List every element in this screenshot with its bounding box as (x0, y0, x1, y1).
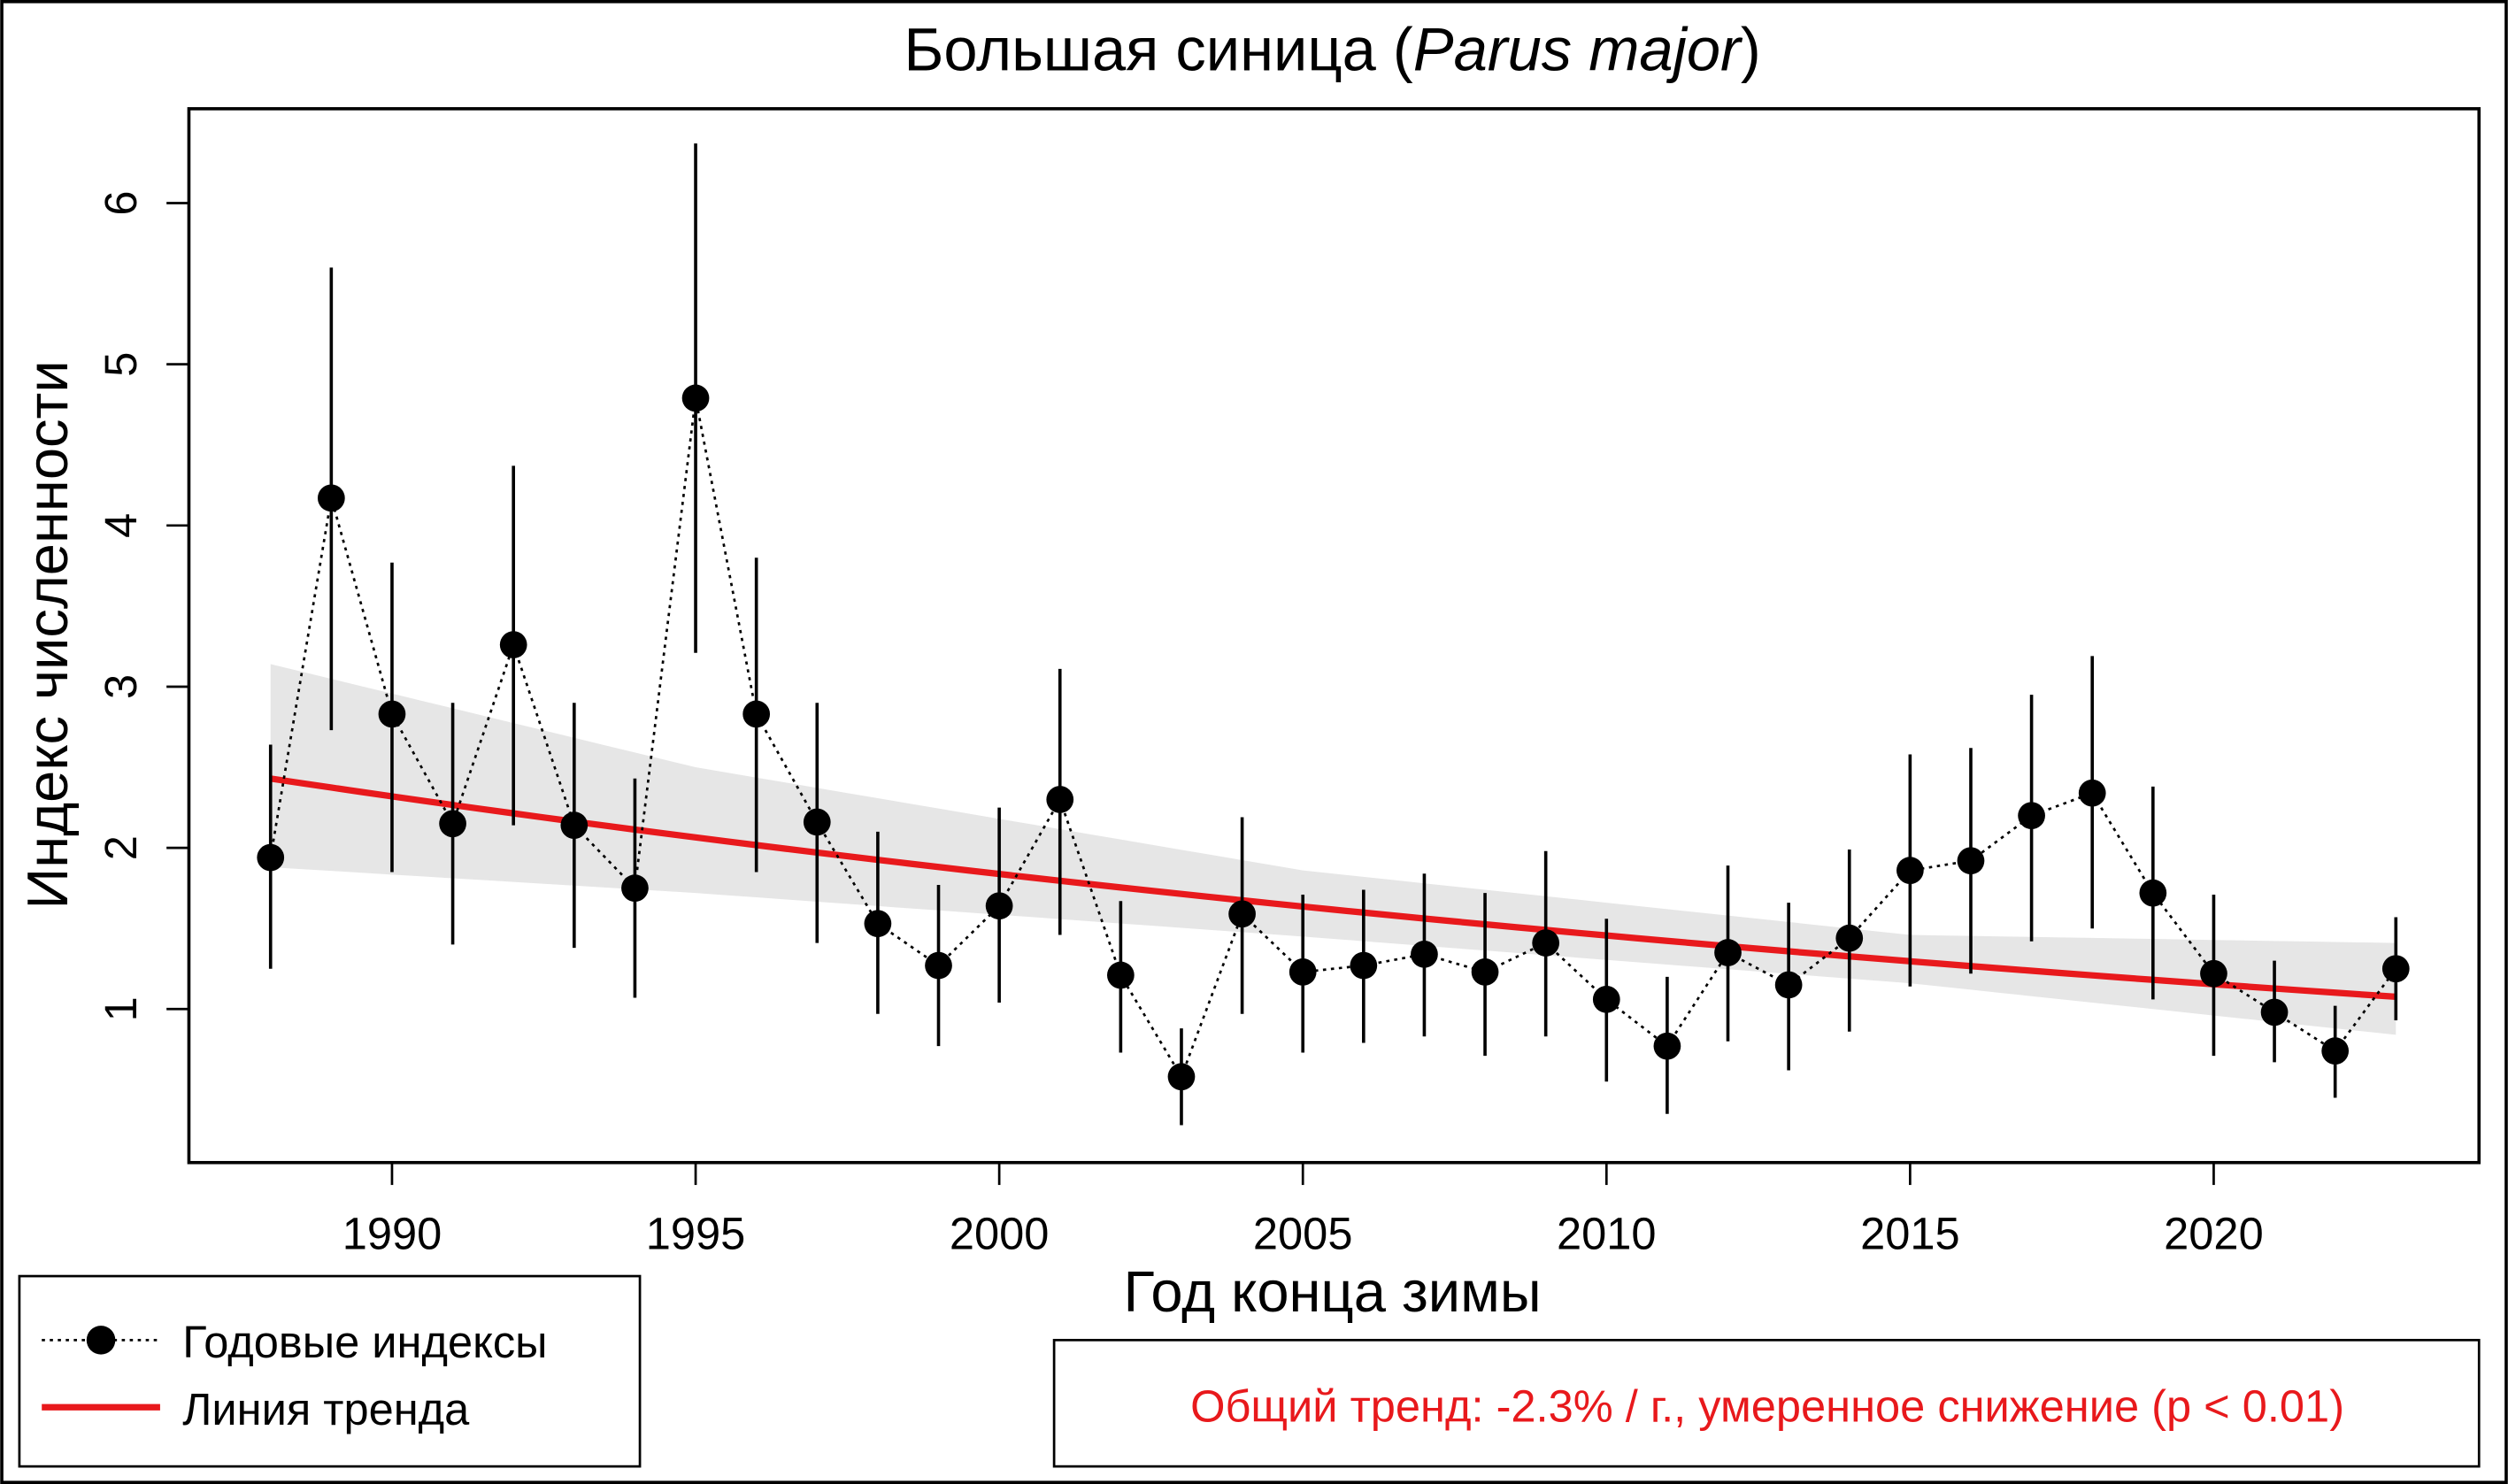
y-axis: 1 2 3 4 5 6 (96, 190, 189, 1021)
index-point-2022 (2321, 1037, 2350, 1065)
y-tick-label-6: 6 (96, 190, 146, 215)
index-point-2012 (1714, 939, 1742, 966)
index-point-2020 (2200, 959, 2227, 988)
x-tick-label-2015: 2015 (1860, 1208, 1960, 1258)
x-axis-label: Год конца зимы (1124, 1259, 1542, 1324)
x-tick-label-1995: 1995 (646, 1208, 746, 1258)
plot-area-frame (187, 107, 2481, 1165)
trend-annotation-box (1052, 1339, 2481, 1468)
trend-annotation-text: Общий тренд: -2.3% / г., умеренное сниже… (1190, 1381, 2344, 1432)
legend-trend-label: Линия тренда (182, 1384, 470, 1434)
index-point-1998 (864, 910, 892, 938)
index-point-2018 (2078, 779, 2106, 807)
index-point-1996 (742, 700, 771, 728)
index-point-2008 (1471, 958, 1499, 986)
x-tick-label-2005: 2005 (1253, 1208, 1353, 1258)
index-point-1990 (378, 700, 406, 728)
index-point-1997 (803, 808, 831, 836)
x-tick-label-2020: 2020 (2164, 1208, 2264, 1258)
index-points (257, 384, 2410, 1091)
index-point-2005 (1289, 958, 1317, 986)
y-tick-label-2: 2 (96, 835, 146, 860)
index-point-2021 (2260, 998, 2289, 1026)
y-axis-label: Индекс численности (15, 360, 80, 909)
index-point-2003 (1167, 1063, 1196, 1091)
trend-confidence-band (270, 664, 2396, 1035)
index-point-1994 (621, 874, 649, 903)
index-point-2007 (1411, 940, 1438, 968)
trend-annotation: Общий тренд: -2.3% / г., умеренное сниже… (1052, 1339, 2481, 1468)
chart-title: Большая синица (Parus major) (904, 16, 1760, 84)
index-point-1993 (560, 811, 589, 839)
legend-box (18, 1274, 642, 1468)
index-point-1991 (439, 810, 466, 838)
index-point-1989 (317, 484, 345, 512)
confidence-band (270, 664, 2396, 1035)
index-point-2014 (1835, 924, 1864, 952)
y-tick-label-4: 4 (96, 513, 146, 538)
legend: Годовые индексы Линия тренда (18, 1274, 642, 1468)
index-point-2004 (1228, 900, 1256, 928)
index-point-2006 (1350, 951, 1378, 980)
index-point-2001 (1046, 786, 1074, 813)
index-point-2011 (1653, 1032, 1681, 1060)
y-tick-label-3: 3 (96, 674, 146, 699)
x-tick-label-2000: 2000 (950, 1208, 1050, 1258)
index-point-2016 (1957, 847, 1985, 875)
index-point-1988 (257, 843, 285, 872)
index-point-1995 (681, 384, 710, 412)
y-tick-label-5: 5 (96, 352, 146, 377)
legend-index-label: Годовые индексы (182, 1317, 547, 1367)
index-point-2000 (985, 892, 1013, 920)
index-point-2019 (2139, 879, 2167, 907)
index-point-2015 (1896, 857, 1924, 884)
index-point-2017 (2018, 802, 2045, 830)
index-point-2013 (1774, 971, 1803, 999)
index-point-2002 (1106, 961, 1135, 989)
x-axis: 1990 1995 2000 2005 2010 2015 2020 (342, 1162, 2264, 1258)
x-tick-label-1990: 1990 (342, 1208, 442, 1258)
index-point-1992 (499, 631, 527, 658)
index-point-2009 (1532, 929, 1560, 957)
x-tick-label-2010: 2010 (1557, 1208, 1657, 1258)
trend-line (270, 775, 2396, 1001)
legend-index-marker (86, 1326, 116, 1355)
y-tick-label-1: 1 (96, 996, 146, 1021)
index-point-2010 (1592, 985, 1620, 1013)
trend-line-group (270, 775, 2396, 1001)
index-point-2023 (2381, 955, 2410, 983)
index-point-1999 (925, 951, 952, 980)
